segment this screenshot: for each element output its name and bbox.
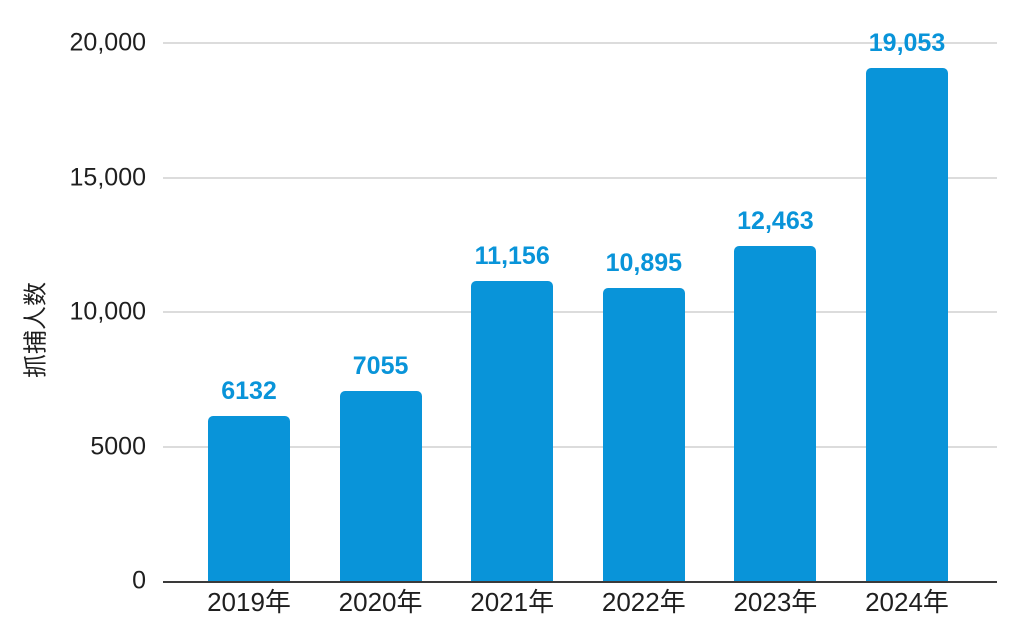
bar-value-label: 7055 — [352, 352, 409, 380]
y-axis-title: 抓捕人数 — [22, 282, 50, 378]
y-tick-label: 10,000 — [69, 297, 146, 326]
bar-2024年 — [866, 68, 948, 581]
x-tick-label: 2023年 — [733, 587, 818, 617]
y-tick-label: 15,000 — [69, 163, 146, 191]
x-tick-label: 2021年 — [470, 587, 555, 617]
bar-2021年 — [471, 281, 554, 581]
y-tick-label: 0 — [132, 566, 146, 595]
gridline — [163, 311, 997, 313]
bar-value-label: 12,463 — [737, 207, 814, 235]
x-tick-label: 2022年 — [601, 587, 686, 617]
y-tick-label: 20,000 — [69, 28, 146, 57]
bar-2019年 — [208, 416, 290, 581]
bar-2023年 — [734, 246, 817, 581]
x-tick-label: 2024年 — [865, 587, 949, 617]
x-tick-label: 2020年 — [338, 587, 423, 617]
gridline — [163, 176, 997, 179]
gridline — [163, 42, 997, 44]
bar-value-label: 19,053 — [868, 29, 946, 57]
bar-value-label: 6132 — [221, 377, 277, 405]
x-tick-label: 2019年 — [207, 587, 291, 617]
plot-area: 6132 7055 11,156 10,895 12,463 19,053 — [163, 31, 997, 583]
bar-value-label: 11,156 — [474, 242, 550, 270]
bar-2020年 — [339, 391, 422, 581]
gridline — [163, 445, 997, 448]
bar-value-label: 10,895 — [605, 249, 683, 277]
y-tick-label: 5000 — [90, 432, 146, 460]
bar-2022年 — [602, 288, 685, 581]
